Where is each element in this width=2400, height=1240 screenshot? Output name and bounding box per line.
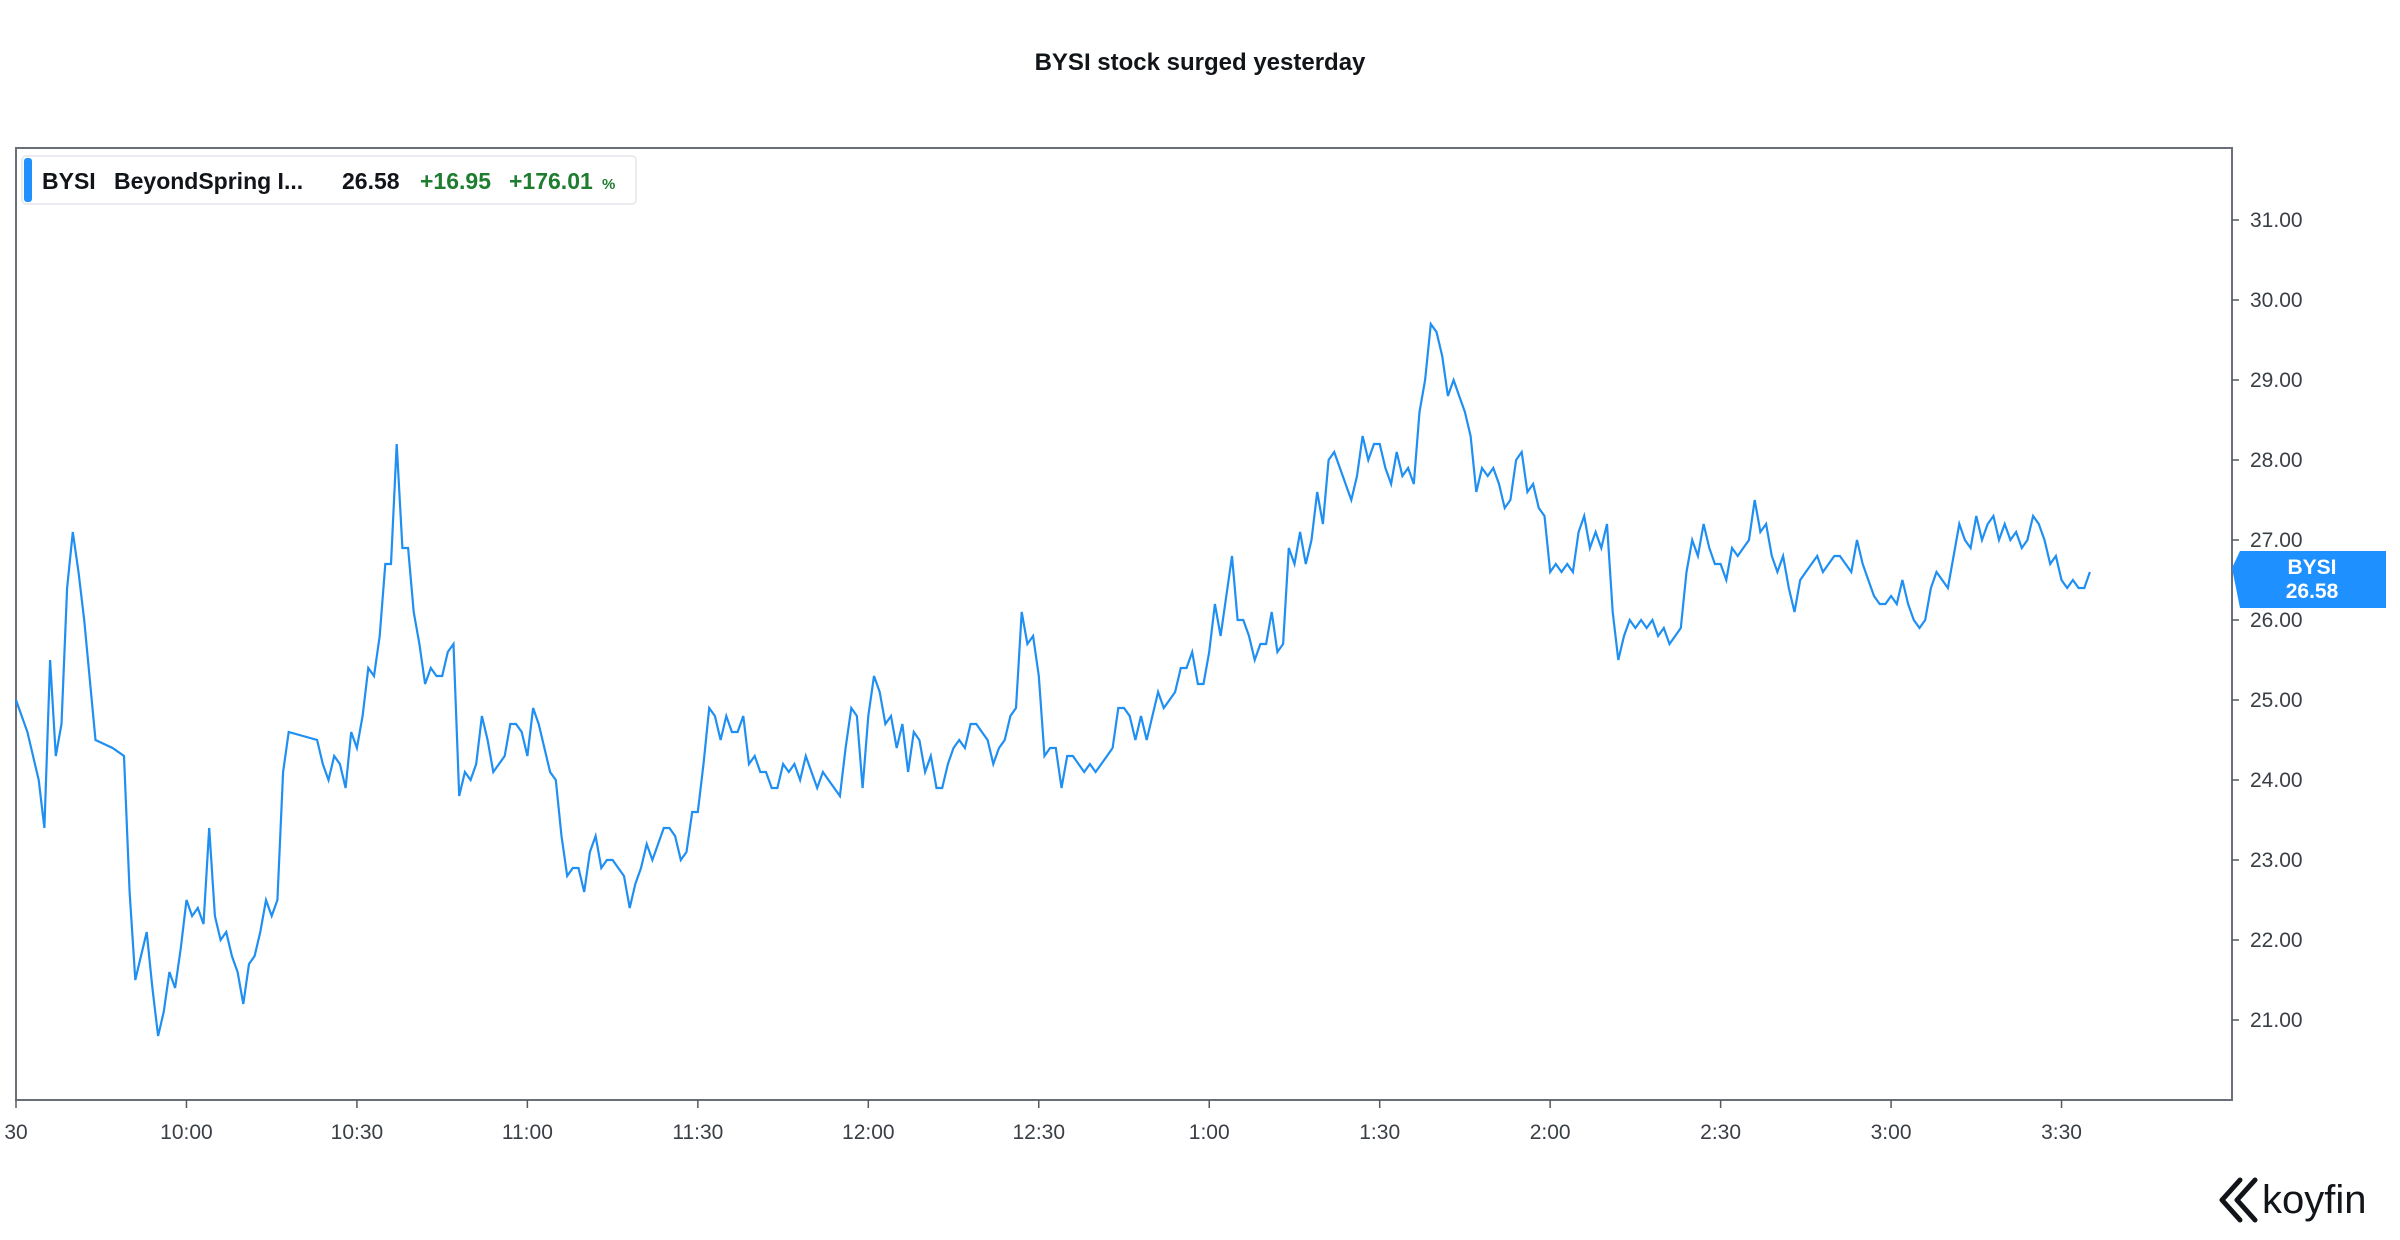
x-tick-label: 1:30 <box>1359 1121 1400 1144</box>
x-tick-label: 10:30 <box>331 1121 384 1144</box>
y-tick-label: 27.00 <box>2250 529 2303 552</box>
y-tick-label: 30.00 <box>2250 289 2303 312</box>
legend-percent-sign: % <box>602 176 615 193</box>
badge-ticker: BYSI <box>2287 556 2336 579</box>
last-price-badge-background <box>2232 551 2386 608</box>
badge-price: 26.58 <box>2286 580 2339 603</box>
x-tick-label: 11:00 <box>502 1121 553 1144</box>
x-tick-label: 3:30 <box>2041 1121 2082 1144</box>
plot-frame <box>15 147 2233 1101</box>
x-tick-label: 10:00 <box>160 1121 213 1144</box>
x-tick-label: 2:30 <box>1700 1121 1741 1144</box>
koyfin-logo-icon <box>2219 1177 2258 1223</box>
y-tick-label: 29.00 <box>2250 369 2303 392</box>
price-line-series <box>14 320 2091 1037</box>
x-axis: 30 10:00 10:30 11:00 11:30 12:00 12:30 1:00 1:30… <box>4 1100 2082 1144</box>
koyfin-logo: koyfin <box>2219 1177 2367 1223</box>
y-axis: 21.00 22.00 23.00 24.00 25.00 26.00 27.00 28.00… <box>2232 209 2303 1032</box>
chart-title: BYSI stock surged yesterday <box>1035 49 1366 76</box>
legend-ticker: BYSI <box>42 168 96 194</box>
x-tick-label: 1:00 <box>1189 1121 1230 1144</box>
y-tick-label: 21.00 <box>2250 1009 2303 1032</box>
y-tick-label: 23.00 <box>2250 849 2303 872</box>
last-price-badge: BYSI 26.58 <box>2232 551 2386 608</box>
y-tick-label: 31.00 <box>2250 209 2303 232</box>
x-tick-label: 12:00 <box>842 1121 895 1144</box>
y-tick-label: 28.00 <box>2250 449 2303 472</box>
koyfin-logo-text: koyfin <box>2262 1178 2367 1222</box>
legend-last-price: 26.58 <box>342 168 400 194</box>
x-tick-label: 11:30 <box>672 1121 723 1144</box>
legend-background <box>21 155 637 205</box>
y-tick-label: 25.00 <box>2250 689 2303 712</box>
x-tick-label: 2:00 <box>1530 1121 1571 1144</box>
x-tick-label: 30 <box>4 1121 27 1144</box>
x-tick-label: 12:30 <box>1012 1121 1065 1144</box>
x-tick-label: 3:00 <box>1871 1121 1912 1144</box>
legend-color-swatch <box>24 158 32 202</box>
legend-security-name: BeyondSpring I... <box>114 168 303 194</box>
y-tick-label: 24.00 <box>2250 769 2303 792</box>
y-tick-label: 26.00 <box>2250 609 2303 632</box>
y-tick-label: 22.00 <box>2250 929 2303 952</box>
legend-change-percent: +176.01 <box>509 168 593 194</box>
legend-change: +16.95 <box>420 168 491 194</box>
legend-box[interactable]: BYSI BeyondSpring I... 26.58 +16.95 +176… <box>21 155 637 205</box>
